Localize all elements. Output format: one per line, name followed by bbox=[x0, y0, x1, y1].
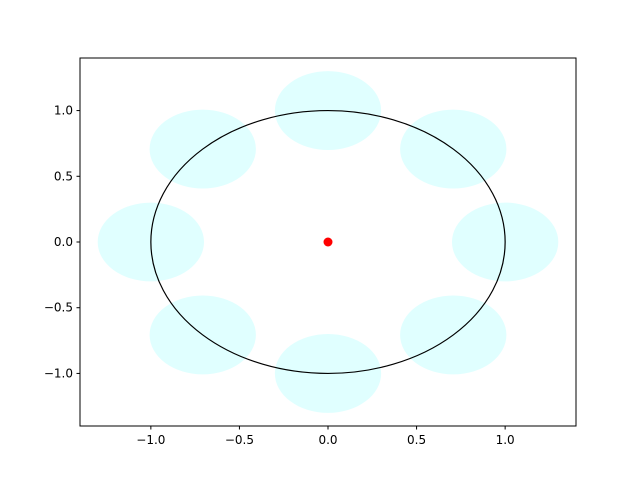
x-tick-label: 0.5 bbox=[407, 433, 426, 447]
y-tick-label: 0.5 bbox=[54, 169, 73, 183]
y-tick-label: 0.0 bbox=[54, 235, 73, 249]
x-tick-label: 0.0 bbox=[318, 433, 337, 447]
x-tick-label: −0.5 bbox=[225, 433, 254, 447]
y-tick-label: −0.5 bbox=[44, 301, 73, 315]
y-tick-label: −1.0 bbox=[44, 366, 73, 380]
x-tick-label: 1.0 bbox=[496, 433, 515, 447]
unit-circle bbox=[150, 109, 506, 375]
x-tick-label: −1.0 bbox=[136, 433, 165, 447]
point bbox=[323, 237, 333, 247]
y-tick-label: 1.0 bbox=[54, 104, 73, 118]
